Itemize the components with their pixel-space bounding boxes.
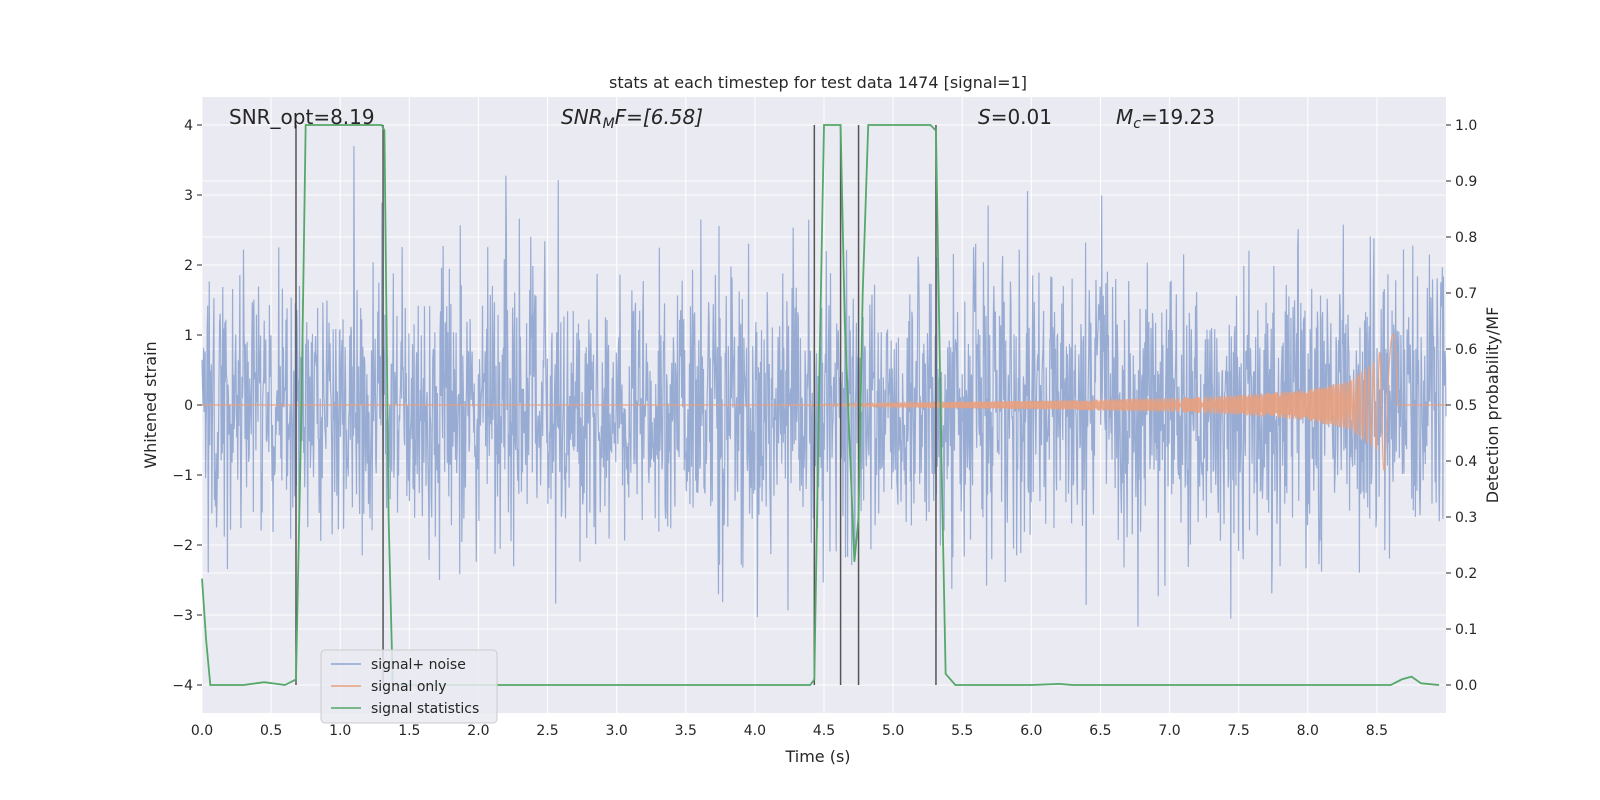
x-tick-label: 8.5 [1366, 723, 1388, 739]
y-right-tick-label: 0.6 [1455, 342, 1477, 358]
y-tick-label: 2 [184, 258, 193, 274]
x-tick-label: 5.0 [882, 723, 904, 739]
y-axis-label: Whitened strain [141, 341, 160, 468]
x-tick-label: 4.0 [744, 723, 766, 739]
y-right-tick-label: 0.0 [1455, 678, 1477, 694]
noise-line [201, 146, 1447, 627]
x-tick-label: 2.0 [467, 723, 489, 739]
x-tick-label: 4.5 [813, 723, 835, 739]
x-tick-label: 6.5 [1089, 723, 1111, 739]
y-right-tick-label: 0.3 [1455, 510, 1477, 526]
y-tick-label: 0 [184, 398, 193, 414]
x-tick-label: 3.0 [606, 723, 628, 739]
annotation-s: S=0.01 [978, 105, 1052, 129]
x-tick-label: 5.5 [951, 723, 973, 739]
x-tick-label: 7.0 [1158, 723, 1180, 739]
series-signal-statistics [201, 124, 1440, 686]
annotation-snr-mf: SNRMF=[6.58] [561, 105, 703, 132]
x-tick-label: 7.5 [1228, 723, 1250, 739]
y-right-tick-label: 0.7 [1455, 286, 1477, 302]
y-right-tick-label: 1.0 [1455, 118, 1477, 134]
y-axis-right-ticks: 0.0 0.1 0.2 0.3 0.4 0.5 0.6 0.7 0.8 0.9 1.0 [1446, 118, 1477, 694]
legend-label-signal: signal only [371, 679, 446, 695]
x-axis-label: Time (s) [784, 747, 850, 766]
vertical-markers [295, 125, 937, 685]
x-tick-label: 0.5 [260, 723, 282, 739]
y-right-tick-label: 0.2 [1455, 566, 1477, 582]
legend: signal+ noise signal only signal statist… [320, 649, 498, 724]
annotation-snr-opt: SNR_opt=8.19 [229, 105, 375, 129]
y-axis-ticks: −4 −3 −2 −1 0 1 2 3 4 [172, 118, 202, 694]
y-tick-label: −1 [172, 468, 193, 484]
statistics-line [201, 124, 1440, 686]
legend-label-stats: signal statistics [371, 701, 479, 717]
y-right-tick-label: 0.8 [1455, 230, 1477, 246]
x-tick-label: 6.0 [1020, 723, 1042, 739]
x-tick-label: 8.0 [1297, 723, 1319, 739]
legend-label-noise: signal+ noise [371, 657, 466, 673]
y-tick-label: −3 [172, 608, 193, 624]
legend-box [320, 649, 498, 724]
annotation-mc: Mc=19.23 [1116, 105, 1215, 132]
series-signal-only [202, 333, 1446, 471]
x-axis-ticks: 0.0 0.5 1.0 1.5 2.0 2.5 3.0 3.5 4.0 4.5 5.0 5.5 6.0 6… [191, 723, 1388, 739]
y-tick-label: −4 [172, 678, 193, 694]
y-right-tick-label: 0.5 [1455, 398, 1477, 414]
x-tick-label: 2.5 [536, 723, 558, 739]
y-tick-label: 3 [184, 188, 193, 204]
y-tick-label: 4 [184, 118, 193, 134]
y-tick-label: −2 [172, 538, 193, 554]
x-tick-label: 1.5 [398, 723, 420, 739]
y-tick-label: 1 [184, 328, 193, 344]
signal-line [202, 333, 1446, 471]
x-tick-label: 3.5 [675, 723, 697, 739]
y-right-tick-label: 0.1 [1455, 622, 1477, 638]
series-signal-plus-noise [201, 146, 1447, 627]
x-tick-label: 1.0 [329, 723, 351, 739]
y-axis-right-label: Detection probability/MF [1483, 307, 1502, 504]
y-right-tick-label: 0.9 [1455, 174, 1477, 190]
y-right-tick-label: 0.4 [1455, 454, 1477, 470]
chart-title: stats at each timestep for test data 147… [609, 73, 1027, 92]
x-tick-label: 0.0 [191, 723, 213, 739]
